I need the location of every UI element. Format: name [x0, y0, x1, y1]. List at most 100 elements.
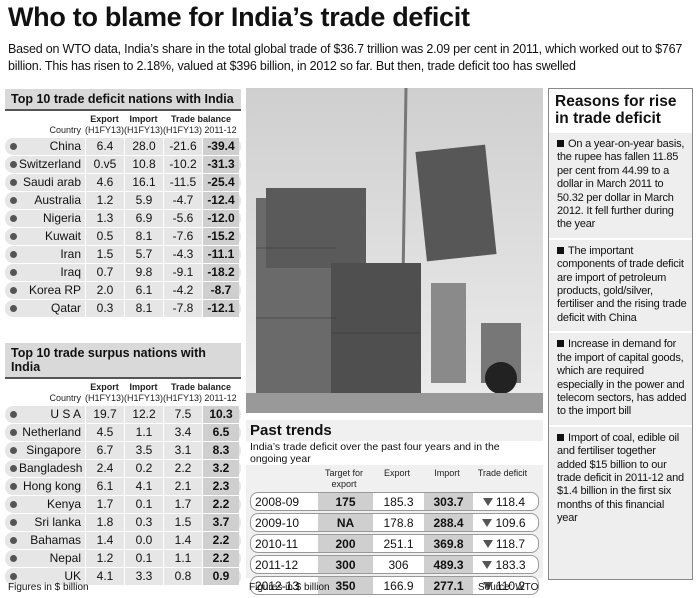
bullet: [5, 228, 19, 245]
cell: 1.7: [163, 496, 202, 513]
cell: 1.1: [163, 550, 202, 567]
cell: 288.4: [423, 514, 473, 531]
cell: 10.3: [202, 406, 239, 423]
country: Kenya: [46, 497, 81, 511]
table-title: Top 10 trade deficit nations with India: [5, 89, 241, 111]
bullet: [557, 340, 564, 348]
bullet: [557, 246, 564, 254]
spacer: [250, 468, 316, 490]
cell: -31.3: [202, 156, 239, 173]
cell: 109.6: [473, 514, 534, 531]
reason-text: Increase in demand for the import of cap…: [557, 338, 687, 418]
cell: 1.4: [163, 532, 202, 549]
cell: 1.8: [85, 514, 124, 531]
cell: 1.2: [85, 192, 124, 209]
cell: 0.7: [85, 264, 124, 281]
country: Nepal: [49, 551, 81, 565]
photo: [246, 88, 543, 413]
header-row: Country (H1FY13) (H1FY13) (H1FY13) 2011-12: [5, 125, 241, 136]
cell: -12.1: [202, 300, 239, 317]
column-subheader: (H1FY13): [124, 125, 164, 135]
cell: 8.3: [202, 442, 239, 459]
spacer: [5, 114, 85, 125]
cell: 2.2: [163, 460, 202, 477]
cell: 8.1: [124, 300, 163, 317]
cell: 1.2: [85, 550, 124, 567]
column-subheader: (H1FY13): [85, 393, 125, 403]
cell: 2.2: [202, 496, 239, 513]
cell: 5.9: [124, 192, 163, 209]
table-row: 2009-10 NA 178.8 288.4 109.6: [250, 513, 539, 532]
table-row: 2008-09 175 185.3 303.7 118.4: [250, 492, 539, 511]
cell: -39.4: [202, 138, 239, 155]
reason-text: On a year-on-year basis, the rupee has f…: [557, 138, 685, 231]
cell: 10.8: [124, 156, 163, 173]
cell: 4.5: [85, 424, 124, 441]
header-row: Export Import Trade balance: [5, 114, 241, 125]
cell: 489.3: [423, 556, 473, 573]
cell: 1.7: [85, 496, 124, 513]
table-row: Korea RP 2.0 6.1 -4.2 -8.7: [5, 282, 241, 299]
cell: 1.5: [163, 514, 202, 531]
column-header: Country: [49, 393, 81, 403]
cell: 175: [317, 493, 373, 510]
cell: 369.8: [423, 535, 473, 552]
bullet: [5, 282, 19, 299]
cell: -9.1: [163, 264, 202, 281]
cell: 118.7: [473, 535, 534, 552]
country: Korea RP: [28, 283, 81, 297]
subtitle: India’s trade deficit over the past four…: [246, 441, 543, 465]
cell: 3.5: [124, 442, 163, 459]
cell: -8.7: [202, 282, 239, 299]
cell: 0.8: [163, 568, 202, 585]
cell: 6.9: [124, 210, 163, 227]
reason-item: On a year-on-year basis, the rupee has f…: [549, 131, 692, 238]
cell: -7.6: [163, 228, 202, 245]
country: Singapore: [26, 443, 81, 457]
cell: -4.2: [163, 282, 202, 299]
table-row: Iraq 0.7 9.8 -9.1 -18.2: [5, 264, 241, 281]
column-header: Import: [129, 382, 158, 392]
column-header: Export: [383, 468, 410, 478]
cell: 4.6: [85, 174, 124, 191]
down-arrow: [482, 519, 493, 527]
column-subheader: (H1FY13): [124, 393, 164, 403]
cell: 178.8: [373, 514, 423, 531]
cell: 183.3: [473, 556, 534, 573]
bullet: [5, 174, 19, 191]
cell: -12.0: [202, 210, 239, 227]
country: Qatar: [50, 301, 81, 315]
table-row: Hong kong 6.1 4.1 2.1 2.3: [5, 478, 241, 495]
table-row: Singapore 6.7 3.5 3.1 8.3: [5, 442, 241, 459]
cell: 1.5: [85, 246, 124, 263]
table-row: Sri lanka 1.8 0.3 1.5 3.7: [5, 514, 241, 531]
column-header: Export: [90, 114, 119, 124]
year: 2009-10: [255, 516, 300, 530]
down-arrow: [482, 540, 493, 548]
cell: 110.2: [473, 577, 534, 594]
cell: 185.3: [373, 493, 423, 510]
column-header: Country: [49, 125, 81, 135]
reason-item: The important components of trade defici…: [549, 237, 692, 331]
bullet: [5, 478, 19, 495]
cell: 16.1: [124, 174, 163, 191]
cell: 303.7: [423, 493, 473, 510]
cell: 118.4: [473, 493, 534, 510]
cell: 277.1: [423, 577, 473, 594]
cell: 6.7: [85, 442, 124, 459]
cell: 306: [373, 556, 423, 573]
cell: 251.1: [373, 535, 423, 552]
column-header: Trade balance: [170, 114, 232, 124]
down-arrow: [482, 561, 493, 569]
cell: 6.1: [85, 478, 124, 495]
reason-text: The important components of trade defici…: [557, 244, 687, 324]
column-header: Trade deficit: [477, 468, 528, 478]
cell-text: 183.3: [495, 558, 526, 572]
country: Switzerland: [19, 157, 82, 171]
cell: -25.4: [202, 174, 239, 191]
country: Australia: [34, 193, 81, 207]
column-header: Trade balance: [170, 382, 232, 392]
cell: 12.2: [124, 406, 163, 423]
cell: 1.1: [124, 424, 163, 441]
cell: 2.4: [85, 460, 124, 477]
